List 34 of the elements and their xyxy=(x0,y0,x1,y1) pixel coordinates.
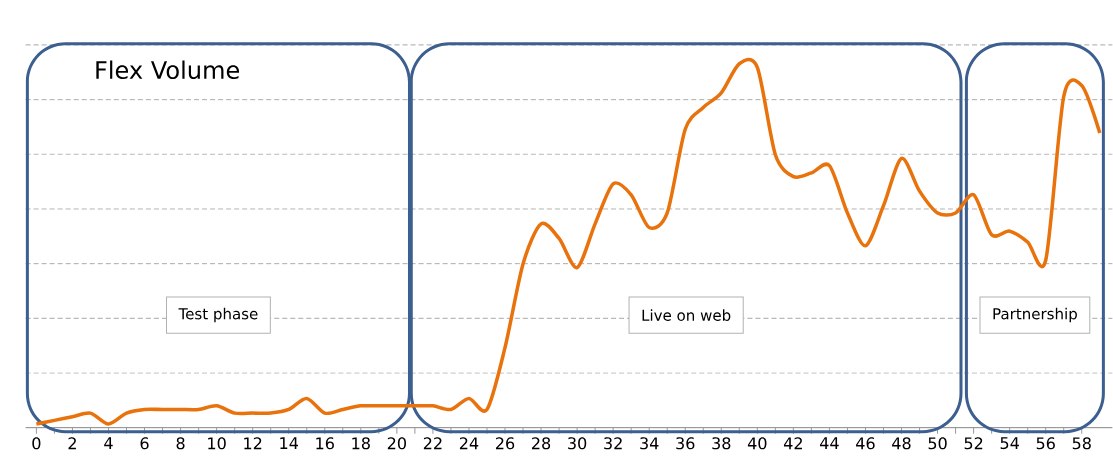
x-tick-label: 38 xyxy=(712,437,731,450)
x-tick-label: 48 xyxy=(892,437,911,450)
band-label: Live on web xyxy=(642,309,731,321)
x-tick-label: 50 xyxy=(928,437,947,450)
x-tick-label: 6 xyxy=(140,437,149,450)
x-tick-label: 14 xyxy=(280,437,299,449)
x-tick-label: 40 xyxy=(747,437,767,450)
x-tick-label: 8 xyxy=(176,437,185,450)
x-tick-label: 42 xyxy=(783,437,802,449)
chart-title: Flex Volume xyxy=(96,60,240,79)
x-tick-label: 56 xyxy=(1036,437,1055,450)
x-tick-label: 10 xyxy=(208,437,226,450)
x-tick-label: 24 xyxy=(459,437,479,449)
x-tick-label: 12 xyxy=(244,437,262,449)
x-tick-label: 26 xyxy=(495,437,515,450)
x-tick-label: 16 xyxy=(316,437,334,450)
band-label: Partnership xyxy=(993,307,1077,323)
x-tick-label: 54 xyxy=(1000,437,1019,449)
x-tick-label: 36 xyxy=(676,437,695,450)
x-tick-label: 18 xyxy=(352,437,370,450)
x-tick-label: 30 xyxy=(568,437,587,450)
x-tick-label: 52 xyxy=(964,437,983,450)
x-tick-label: 28 xyxy=(532,437,551,450)
x-tick-label: 44 xyxy=(820,437,839,449)
x-tick-label: 20 xyxy=(387,437,406,450)
x-tick-label: 32 xyxy=(604,437,622,450)
x-tick-label: 22 xyxy=(423,437,442,449)
x-tick-label: 46 xyxy=(856,437,875,450)
x-tick-label: 2 xyxy=(68,437,76,449)
x-tick-label: 58 xyxy=(1072,437,1091,450)
x-tick-label: 0 xyxy=(32,437,41,450)
band-label: Test phase xyxy=(178,307,258,323)
x-tick-label: 4 xyxy=(104,437,113,449)
x-tick-label: 34 xyxy=(640,437,659,450)
